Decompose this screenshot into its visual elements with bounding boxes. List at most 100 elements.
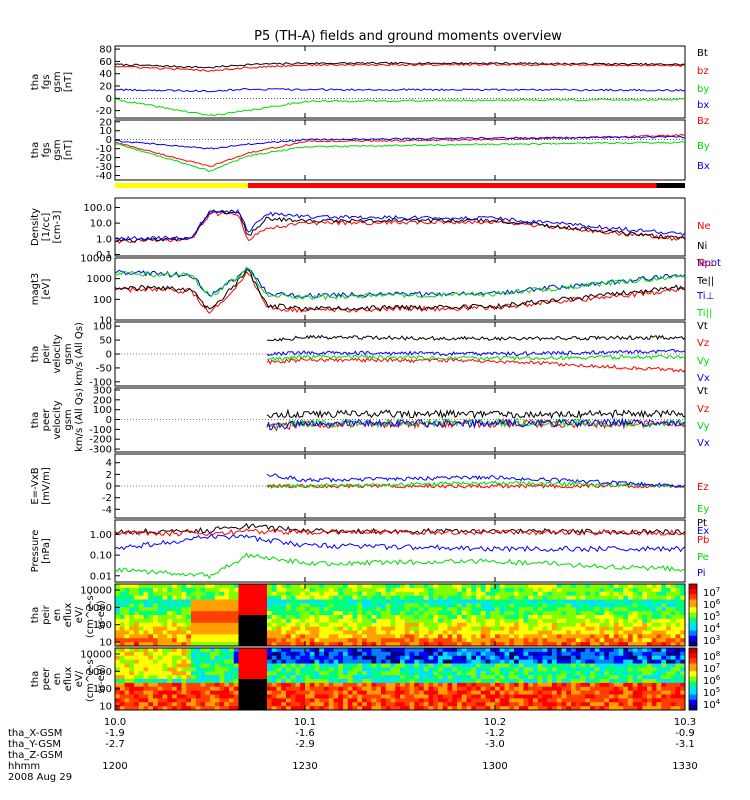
spectrogram-cell bbox=[476, 642, 482, 647]
spectrogram-cell bbox=[542, 655, 548, 661]
spectrogram-cell bbox=[271, 655, 277, 661]
spectrogram-cell bbox=[594, 675, 600, 680]
spectrogram-cell bbox=[490, 698, 496, 703]
colorbar-cell bbox=[689, 625, 697, 629]
spectrogram-cell bbox=[675, 663, 681, 668]
spectrogram-cell bbox=[395, 638, 401, 643]
spectrogram-cell bbox=[575, 603, 581, 608]
spectrogram-cell bbox=[271, 611, 277, 616]
spectrogram-cell bbox=[343, 611, 349, 616]
spectrogram-cell bbox=[461, 615, 467, 620]
spectrogram-cell bbox=[623, 698, 629, 703]
spectrogram-cell bbox=[680, 584, 686, 589]
spectrogram-cell bbox=[319, 667, 325, 672]
spectrogram-cell bbox=[632, 615, 638, 620]
spectrogram-cell bbox=[523, 622, 529, 628]
spectrogram-cell bbox=[195, 651, 201, 657]
spectrogram-cell bbox=[556, 618, 562, 624]
spectrogram-cell bbox=[485, 615, 491, 620]
spectrogram-cell bbox=[200, 607, 206, 612]
spectrogram-cell bbox=[210, 690, 216, 695]
spectrogram-cell bbox=[528, 611, 534, 616]
spectrogram-cell bbox=[138, 587, 144, 593]
spectrogram-cell bbox=[490, 638, 496, 643]
spectrogram-cell bbox=[447, 675, 453, 680]
spectrogram-cell bbox=[680, 630, 686, 635]
spectrogram-cell bbox=[300, 702, 306, 707]
spectrogram-cell bbox=[362, 651, 368, 657]
spectrogram-cell bbox=[466, 659, 472, 664]
spectrogram-cell bbox=[666, 648, 672, 653]
spectrogram-cell bbox=[115, 618, 121, 624]
spectrogram-cell bbox=[480, 611, 486, 616]
spectrogram-cell bbox=[376, 615, 382, 620]
colorbar-cell bbox=[689, 627, 697, 631]
spectrogram-cell bbox=[167, 702, 173, 707]
spectrogram-cell bbox=[248, 690, 254, 695]
spectrogram-cell bbox=[580, 679, 586, 684]
spectrogram-cell bbox=[281, 667, 287, 672]
spectrogram-cell bbox=[666, 611, 672, 616]
spectrogram-cell bbox=[324, 690, 330, 695]
spectrogram-cell bbox=[675, 634, 681, 639]
spectrogram-cell bbox=[409, 618, 415, 624]
spectrogram-cell bbox=[338, 626, 344, 631]
spectrogram-cell bbox=[138, 671, 144, 676]
spectrogram-cell bbox=[167, 679, 173, 684]
spectrogram-cell bbox=[670, 630, 676, 635]
spectrogram-cell bbox=[656, 595, 662, 600]
spectrogram-cell bbox=[181, 663, 187, 668]
spectrogram-cell bbox=[409, 584, 415, 589]
spectrogram-cell bbox=[357, 618, 363, 624]
spectrogram-cell bbox=[376, 671, 382, 676]
spectrogram-cell bbox=[395, 690, 401, 695]
spectrogram-cell bbox=[495, 698, 501, 703]
spectrogram-cell bbox=[376, 611, 382, 616]
spectrogram-cell bbox=[319, 634, 325, 639]
spectrogram-cell bbox=[385, 591, 391, 597]
spectrogram-cell bbox=[214, 626, 220, 631]
spectrogram-cell bbox=[214, 584, 220, 589]
spectrogram-cell bbox=[115, 591, 121, 597]
spectrogram-cell bbox=[666, 634, 672, 639]
spectrogram-cell bbox=[461, 648, 467, 653]
spectrogram-cell bbox=[409, 603, 415, 608]
spectrogram-cell bbox=[195, 706, 201, 711]
y-tick-label: 100 bbox=[93, 684, 112, 695]
spectrogram-cell bbox=[229, 706, 235, 711]
spectrogram-cell bbox=[628, 698, 634, 703]
spectrogram-cell bbox=[200, 584, 206, 589]
spectrogram-cell bbox=[547, 671, 553, 676]
spectrogram-cell bbox=[661, 618, 667, 624]
spectrogram-cell bbox=[495, 634, 501, 639]
spectrogram-cell bbox=[552, 599, 558, 604]
series-line-Vz bbox=[266, 356, 686, 373]
colorbar-cell bbox=[689, 671, 697, 675]
spectrogram-cell bbox=[271, 618, 277, 624]
spectrogram-cell bbox=[680, 651, 686, 657]
spectrogram-cell bbox=[262, 603, 268, 608]
spectrogram-cell bbox=[528, 706, 534, 711]
spectrogram-cell bbox=[238, 618, 244, 624]
spectrogram-cell bbox=[233, 638, 239, 643]
spectrogram-cell bbox=[647, 659, 653, 664]
spectrogram-cell bbox=[210, 706, 216, 711]
spectrogram-cell bbox=[381, 648, 387, 653]
spectrogram-cell bbox=[314, 690, 320, 695]
spectrogram-cell bbox=[324, 591, 330, 597]
spectrogram-cell bbox=[585, 682, 591, 688]
spectrogram-cell bbox=[338, 651, 344, 657]
spectrogram-cell bbox=[238, 675, 244, 680]
orbit-row-value: -1.6 bbox=[295, 728, 315, 739]
spectrogram-cell bbox=[542, 702, 548, 707]
spectrogram-cell bbox=[495, 702, 501, 707]
colorbar-cell bbox=[689, 633, 697, 637]
spectrogram-cell bbox=[675, 702, 681, 707]
spectrogram-cell bbox=[300, 615, 306, 620]
spectrogram-cell bbox=[485, 634, 491, 639]
spectrogram-cell bbox=[670, 679, 676, 684]
spectrogram-cell bbox=[523, 648, 529, 653]
spectrogram-cell bbox=[499, 630, 505, 635]
spectrogram-cell bbox=[480, 648, 486, 653]
